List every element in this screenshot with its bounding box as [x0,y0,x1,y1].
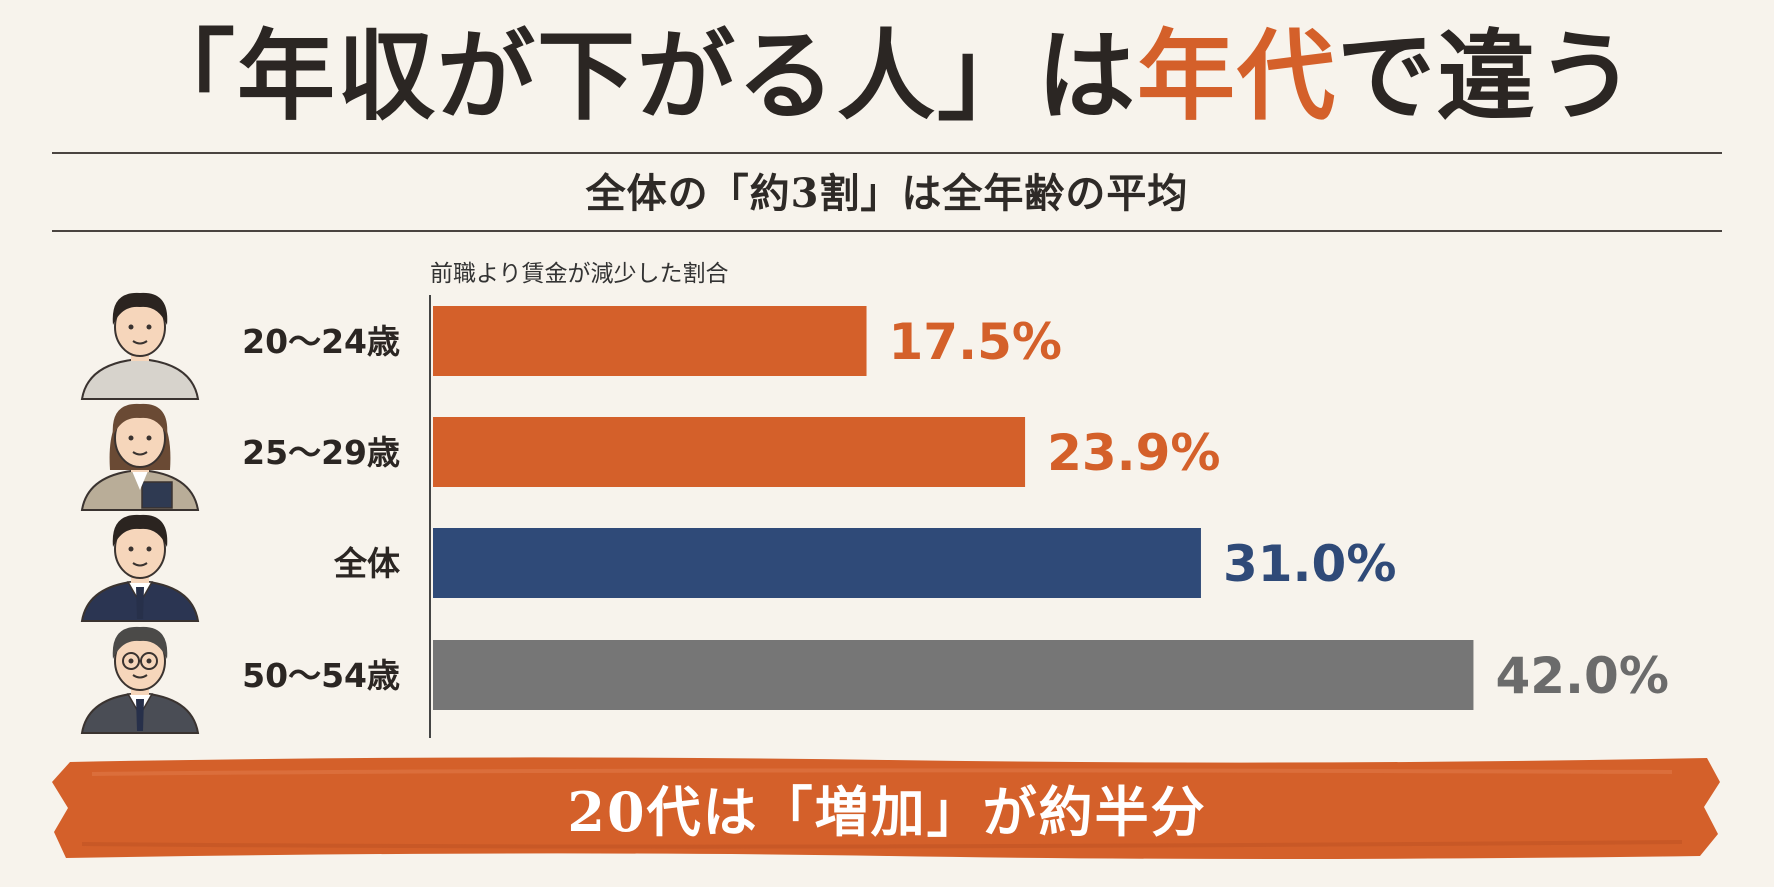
category-label-1: 20〜24歳 [242,322,400,361]
value-label-3: 31.0% [1223,535,1396,593]
top-divider [52,152,1722,154]
page-title: 「年収が下がる人」は年代で違う [0,18,1774,136]
avatar-older-man-glasses-icon [80,626,200,734]
value-label-2: 23.9% [1047,424,1220,482]
summary-banner: 20代は「増加」が約半分 [52,752,1722,862]
bar-1 [433,306,867,376]
axis-title: 前職より賃金が減少した割合 [430,261,729,287]
avatar-young-man-hoodie-icon [80,292,200,400]
title-accent: 年代 [1136,19,1337,134]
avatar-young-woman-blazer-icon [80,403,200,511]
value-label-4: 42.0% [1495,647,1668,705]
bottom-divider [52,230,1722,232]
title-part2: で違う [1337,19,1638,134]
bar-3 [433,528,1201,598]
category-label-2: 25〜29歳 [242,433,400,472]
title-part1: 「年収が下がる人」は [136,19,1137,134]
bar-2 [433,417,1026,487]
value-label-1: 17.5% [889,313,1062,371]
brush-stroke-background [52,757,1720,859]
bar-4 [433,640,1474,710]
avatar-man-suit-icon [80,514,200,622]
category-label-3: 全体 [333,544,400,583]
category-label-4: 50〜54歳 [242,656,400,695]
subtitle: 全体の「約3割」は全年齢の平均 [585,170,1189,217]
banner-text: 20代は「増加」が約半分 [567,779,1207,844]
